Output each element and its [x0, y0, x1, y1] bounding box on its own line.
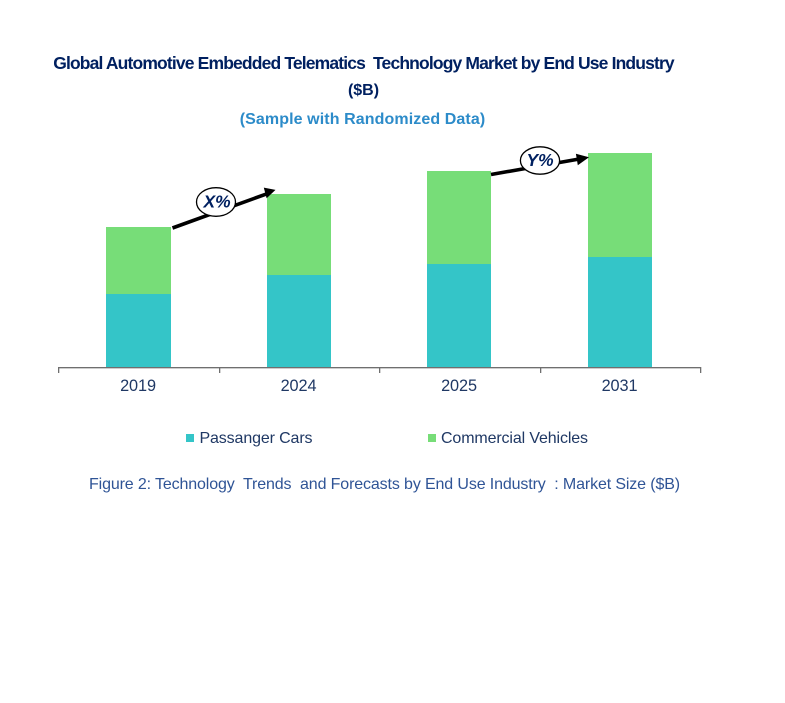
svg-text:X%: X% [202, 192, 230, 212]
svg-text:Y%: Y% [526, 150, 553, 170]
